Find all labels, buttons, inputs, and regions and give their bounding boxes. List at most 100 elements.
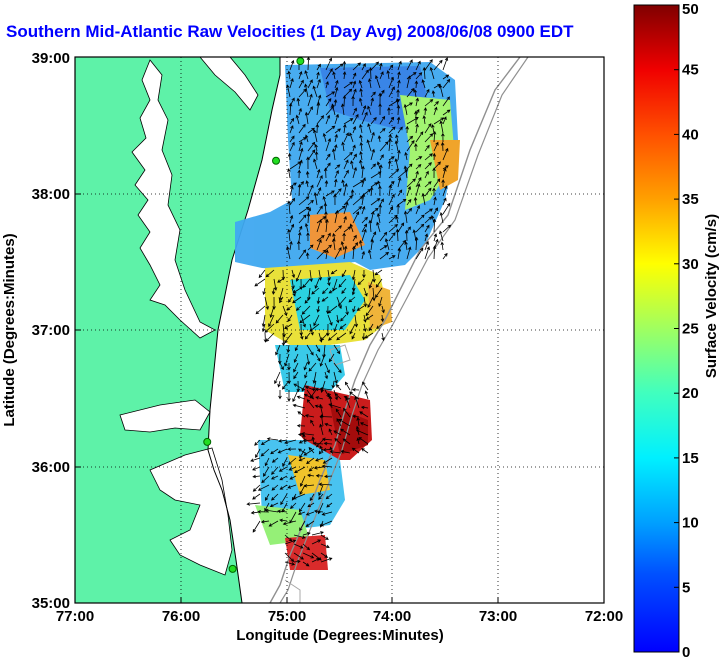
x-tick-label: 76:00 bbox=[162, 608, 200, 625]
velocity-arrow bbox=[293, 543, 304, 549]
velocity-arrow bbox=[255, 448, 261, 459]
velocity-arrow bbox=[388, 76, 394, 89]
velocity-arrow bbox=[284, 534, 293, 542]
velocity-arrow bbox=[302, 552, 315, 559]
velocity-arrow bbox=[250, 457, 261, 462]
velocity-arrow bbox=[287, 362, 291, 371]
velocity-arrow bbox=[322, 287, 329, 295]
velocity-arrow bbox=[315, 396, 324, 400]
velocity-arrow bbox=[284, 332, 293, 344]
velocity-arrow bbox=[433, 196, 437, 206]
velocity-arrow bbox=[316, 305, 320, 313]
velocity-arrow bbox=[350, 189, 355, 197]
velocity-arrow bbox=[252, 520, 261, 533]
velocity-arrow bbox=[415, 97, 419, 107]
velocity-arrow bbox=[258, 269, 266, 279]
velocity-arrow bbox=[275, 344, 281, 356]
velocity-arrow bbox=[265, 493, 270, 501]
velocity-arrow bbox=[355, 429, 369, 436]
velocity-arrow bbox=[406, 140, 415, 152]
velocity-arrow bbox=[322, 457, 333, 464]
velocity-arrow bbox=[423, 107, 428, 116]
velocity-arrow bbox=[388, 126, 396, 134]
velocity-arrow bbox=[279, 475, 288, 481]
colorbar-tick-label: 40 bbox=[682, 126, 699, 143]
velocity-arrow bbox=[348, 296, 356, 303]
velocity-arrow bbox=[325, 218, 329, 233]
velocity-arrow bbox=[289, 141, 295, 152]
velocity-arrow bbox=[372, 269, 376, 283]
velocity-arrow bbox=[315, 439, 324, 448]
velocity-arrow bbox=[431, 90, 436, 98]
x-tick-label: 72:00 bbox=[585, 608, 623, 625]
velocity-arrow bbox=[282, 457, 288, 467]
velocity-arrow bbox=[413, 196, 418, 206]
velocity-arrow bbox=[295, 269, 302, 282]
velocity-arrow bbox=[289, 78, 294, 89]
velocity-arrow bbox=[442, 109, 451, 116]
velocity-arrow bbox=[359, 141, 364, 152]
velocity-arrow bbox=[341, 269, 347, 278]
velocity-arrow bbox=[261, 314, 266, 328]
velocity-arrow bbox=[306, 399, 315, 409]
velocity-arrow bbox=[295, 305, 302, 311]
velocity-arrow bbox=[307, 127, 315, 134]
velocity-arrow bbox=[304, 222, 309, 233]
velocity-arrow bbox=[302, 543, 311, 551]
velocity-arrow bbox=[333, 430, 342, 436]
velocity-arrow bbox=[301, 432, 315, 436]
velocity-arrow bbox=[257, 509, 270, 514]
velocity-arrow bbox=[421, 79, 426, 89]
colorbar-tick-label: 25 bbox=[682, 321, 699, 338]
velocity-arrow bbox=[281, 380, 290, 390]
velocity-arrow bbox=[388, 156, 395, 161]
velocity-arrow bbox=[424, 162, 432, 170]
velocity-arrow bbox=[299, 484, 306, 495]
y-tick-label: 37:00 bbox=[32, 322, 70, 339]
velocity-arrow bbox=[298, 206, 310, 215]
velocity-arrow bbox=[298, 196, 310, 206]
velocity-arrow bbox=[368, 278, 374, 289]
velocity-arrow bbox=[388, 137, 392, 152]
axis-ticks bbox=[75, 193, 499, 603]
velocity-arrow bbox=[349, 323, 356, 335]
velocity-arrow bbox=[405, 125, 409, 134]
velocity-arrow bbox=[343, 81, 354, 89]
velocity-arrow bbox=[312, 85, 318, 98]
velocity-arrow bbox=[343, 151, 353, 161]
velocity-arrow bbox=[246, 502, 261, 506]
velocity-arrow bbox=[298, 107, 302, 116]
velocity-arrow bbox=[284, 439, 297, 445]
velocity-arrow bbox=[424, 224, 430, 233]
velocity-arrow bbox=[309, 493, 315, 502]
velocity-arrow bbox=[292, 287, 302, 294]
velocity-arrow bbox=[359, 159, 363, 170]
velocity-arrow bbox=[316, 63, 321, 71]
velocity-arrow bbox=[359, 411, 369, 418]
velocity-arrow bbox=[284, 561, 296, 566]
velocity-arrow bbox=[406, 198, 412, 206]
velocity-arrow bbox=[279, 518, 288, 523]
velocity-arrow bbox=[281, 332, 286, 347]
velocity-arrow bbox=[370, 238, 374, 251]
velocity-arrow bbox=[325, 91, 336, 98]
velocity-arrow bbox=[442, 116, 447, 125]
station-marker bbox=[228, 564, 237, 573]
x-tick-label: 73:00 bbox=[479, 608, 517, 625]
velocity-arrow bbox=[336, 314, 340, 324]
velocity-arrow bbox=[305, 252, 310, 260]
velocity-arrow bbox=[343, 195, 353, 206]
velocity-arrow bbox=[254, 439, 261, 446]
velocity-arrow bbox=[320, 534, 329, 540]
velocity-arrow bbox=[315, 353, 321, 362]
velocity-arrow bbox=[298, 249, 307, 260]
velocity-arrow bbox=[334, 209, 339, 224]
velocity-arrow bbox=[292, 296, 302, 304]
velocity-arrow bbox=[325, 244, 332, 251]
velocity-arrow bbox=[424, 170, 429, 179]
velocity-arrow bbox=[370, 163, 377, 170]
velocity-arrow bbox=[379, 245, 388, 251]
velocity-arrow bbox=[388, 223, 398, 233]
velocity-arrow bbox=[354, 314, 359, 328]
velocity-arrow bbox=[352, 245, 356, 260]
